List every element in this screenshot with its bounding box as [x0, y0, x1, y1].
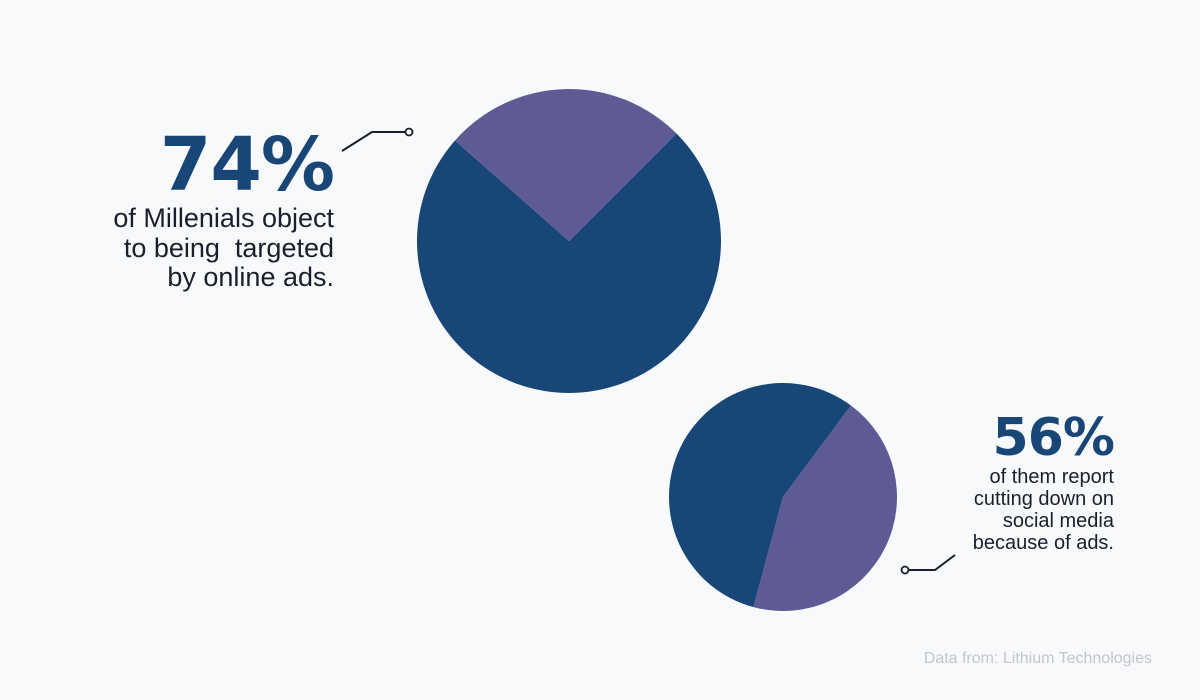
stat-caption-millennials: of Millenials object to being targeted b…: [113, 203, 334, 293]
stat-value-millennials: 74%: [159, 122, 335, 208]
callout-line-1: [341, 127, 414, 152]
stat-block-social-media: 56% of them report cutting down on socia…: [973, 408, 1115, 554]
caption-line: social media: [1002, 510, 1114, 532]
caption-line: cutting down on: [973, 488, 1114, 510]
pie-chart-social-media: [669, 382, 898, 611]
pie-chart-millennials: [416, 89, 721, 393]
stat-value-social-media: 56%: [992, 408, 1115, 468]
callout-line-2: [900, 554, 956, 575]
stat-caption-social-media: of them report cutting down on social me…: [973, 466, 1114, 554]
caption-line: of them report: [989, 466, 1114, 488]
source-note: Data from: Lithium Technologies: [923, 650, 1152, 667]
caption-line: because of ads.: [972, 532, 1114, 554]
stat-block-millennials: 74% of Millenials object to being target…: [113, 122, 335, 293]
caption-line: to being targeted: [123, 232, 334, 263]
caption-line: by online ads.: [167, 262, 334, 293]
pie-slice-rest: [454, 89, 677, 241]
pie-slice-rest: [753, 405, 898, 611]
caption-line: of Millenials object: [113, 203, 334, 233]
pie-slice-object: [416, 133, 721, 393]
pie-slice-cutting-down: [669, 382, 851, 608]
